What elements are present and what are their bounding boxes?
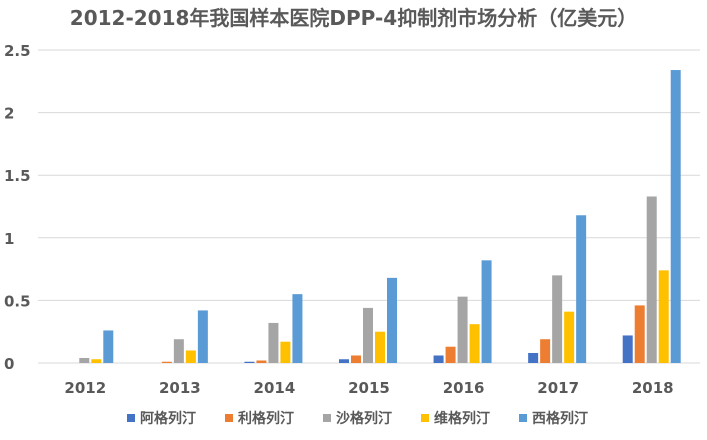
bar-2018-阿格列汀 — [622, 335, 633, 363]
bar-2018-沙格列汀 — [646, 196, 657, 363]
bar-2015-维格列汀 — [375, 331, 385, 363]
bar-2012-西格列汀 — [103, 330, 114, 363]
bar-2016-维格列汀 — [469, 324, 480, 363]
x-tick-label: 2014 — [254, 379, 296, 397]
bar-2014-沙格列汀 — [268, 322, 279, 363]
legend-label: 阿格列汀 — [140, 410, 196, 427]
bar-2017-西格列汀 — [576, 215, 587, 363]
y-tick-label: 2 — [4, 105, 14, 123]
bar-2013-西格列汀 — [197, 310, 208, 363]
bar-2016-阿格列汀 — [433, 355, 444, 363]
x-tick-label: 2016 — [443, 379, 485, 397]
y-tick-label: 0.5 — [4, 292, 31, 310]
legend-swatch — [421, 414, 429, 422]
y-tick-label: 2.5 — [4, 42, 31, 60]
bar-2014-阿格列汀 — [244, 361, 255, 363]
bar-2015-利格列汀 — [351, 355, 361, 363]
x-tick-label: 2017 — [537, 379, 579, 397]
bar-2013-维格列汀 — [185, 350, 196, 363]
bar-2018-维格列汀 — [658, 270, 669, 363]
legend-swatch — [225, 414, 233, 422]
bar-2017-阿格列汀 — [528, 352, 539, 363]
bar-2016-西格列汀 — [481, 260, 492, 363]
bar-2013-利格列汀 — [161, 361, 172, 363]
bar-2014-维格列汀 — [280, 341, 291, 363]
bar-2014-西格列汀 — [292, 294, 303, 363]
y-tick-label: 1 — [4, 230, 14, 248]
chart-title: 2012-2018年我国样本医院DPP-4抑制剂市场分析（亿美元） — [69, 6, 638, 30]
y-tick-label: 0 — [4, 355, 14, 373]
bar-2016-沙格列汀 — [457, 296, 468, 363]
bar-2018-西格列汀 — [670, 70, 681, 364]
bar-2018-利格列汀 — [634, 305, 645, 363]
legend-swatch — [323, 414, 331, 422]
x-tick-label: 2012 — [64, 379, 106, 397]
legend-label: 利格列汀 — [238, 410, 294, 427]
bar-2017-维格列汀 — [564, 311, 575, 363]
bar-2016-利格列汀 — [445, 346, 456, 363]
bar-2015-阿格列汀 — [339, 359, 349, 363]
bar-2012-维格列汀 — [91, 359, 102, 363]
x-tick-label: 2018 — [632, 379, 674, 397]
bar-2015-沙格列汀 — [363, 307, 373, 363]
bar-2013-沙格列汀 — [173, 339, 184, 363]
legend-label: 维格列汀 — [434, 410, 490, 427]
y-tick-label: 1.5 — [4, 167, 31, 185]
legend-swatch — [127, 414, 135, 422]
legend-label: 沙格列汀 — [336, 410, 392, 427]
x-tick-label: 2015 — [348, 379, 390, 397]
bar-2014-利格列汀 — [256, 360, 267, 363]
x-tick-label: 2013 — [159, 379, 201, 397]
bar-2017-利格列汀 — [540, 339, 551, 363]
bar-2017-沙格列汀 — [552, 275, 563, 363]
legend-label: 西格列汀 — [532, 410, 588, 427]
legend-swatch — [519, 414, 527, 422]
bar-2015-西格列汀 — [387, 277, 397, 363]
bar-2012-沙格列汀 — [79, 357, 90, 363]
